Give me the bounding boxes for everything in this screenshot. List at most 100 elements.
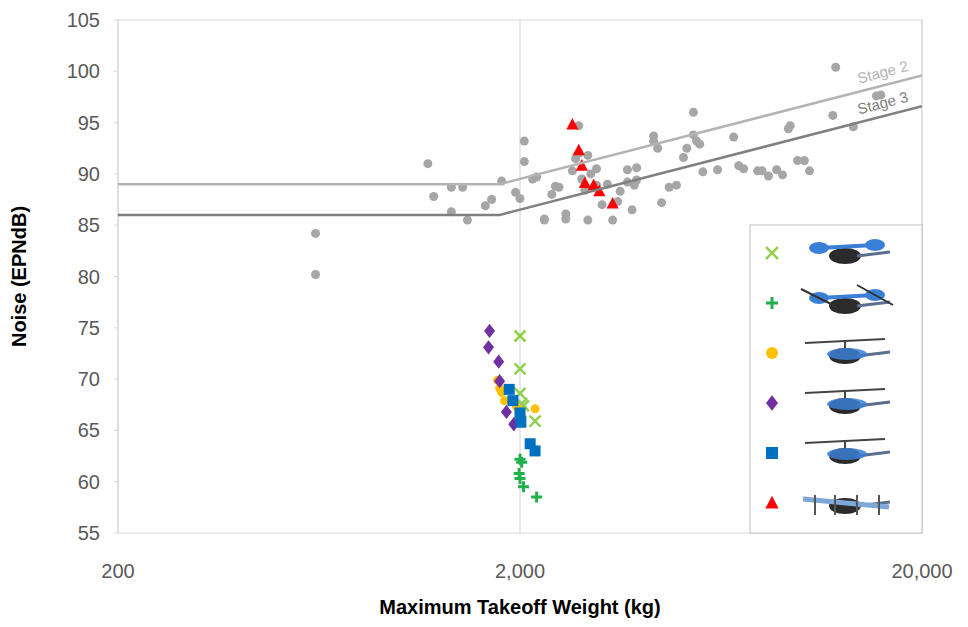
data-point bbox=[682, 144, 691, 153]
data-point bbox=[494, 374, 505, 388]
data-point bbox=[592, 164, 601, 173]
data-point bbox=[672, 181, 681, 190]
data-point bbox=[805, 166, 814, 175]
data-point bbox=[566, 118, 578, 130]
data-point bbox=[632, 163, 641, 172]
x-axis-title: Maximum Takeoff Weight (kg) bbox=[379, 596, 661, 618]
tick-label: 2,000 bbox=[495, 560, 545, 582]
legend-icon bbox=[805, 389, 890, 414]
data-point bbox=[583, 151, 592, 160]
tick-label: 20,000 bbox=[891, 560, 952, 582]
data-point bbox=[628, 205, 637, 214]
data-point bbox=[531, 404, 540, 413]
tick-label: 85 bbox=[78, 214, 100, 236]
tick-label: 60 bbox=[78, 471, 100, 493]
data-point bbox=[487, 195, 496, 204]
data-point bbox=[568, 166, 577, 175]
data-point bbox=[657, 198, 666, 207]
data-point bbox=[828, 111, 837, 120]
data-point bbox=[483, 340, 494, 354]
data-point bbox=[530, 416, 541, 427]
data-point bbox=[530, 445, 541, 456]
tick-mark bbox=[114, 379, 118, 380]
data-point bbox=[649, 131, 658, 140]
data-point bbox=[516, 457, 527, 468]
data-point bbox=[679, 153, 688, 162]
data-point bbox=[515, 331, 526, 342]
data-point bbox=[786, 121, 795, 130]
data-point bbox=[695, 140, 704, 149]
tick-mark bbox=[114, 173, 118, 174]
tick-mark bbox=[114, 225, 118, 226]
tick-mark bbox=[114, 122, 118, 123]
stage-line bbox=[118, 75, 922, 184]
tick-label: 70 bbox=[78, 368, 100, 390]
tick-mark bbox=[114, 276, 118, 277]
data-point bbox=[764, 171, 773, 180]
line-label: Stage 2 bbox=[855, 57, 909, 86]
legend-marker bbox=[766, 447, 778, 459]
data-point bbox=[504, 384, 515, 395]
tick-label: 55 bbox=[78, 522, 100, 544]
data-point bbox=[598, 200, 607, 209]
data-point bbox=[463, 216, 472, 225]
data-point bbox=[729, 132, 738, 141]
legend-box bbox=[750, 225, 922, 533]
data-point bbox=[713, 165, 722, 174]
legend bbox=[750, 225, 922, 533]
tick-label: 200 bbox=[101, 560, 134, 582]
data-point bbox=[493, 355, 504, 369]
data-point bbox=[607, 197, 619, 209]
line-label: Stage 3 bbox=[855, 88, 909, 117]
tick-mark bbox=[114, 327, 118, 328]
tick-label: 65 bbox=[78, 419, 100, 441]
tick-mark bbox=[114, 430, 118, 431]
data-point bbox=[540, 216, 549, 225]
tick-mark bbox=[114, 481, 118, 482]
data-point bbox=[515, 417, 526, 428]
data-point bbox=[554, 183, 563, 192]
stage-line bbox=[118, 106, 922, 215]
tick-mark bbox=[114, 71, 118, 72]
y-axis-title: Noise (EPNdB) bbox=[8, 206, 30, 347]
tick-label: 80 bbox=[78, 266, 100, 288]
data-point bbox=[484, 324, 495, 338]
legend-marker bbox=[766, 297, 778, 309]
data-point bbox=[429, 192, 438, 201]
tick-mark bbox=[114, 20, 118, 21]
data-point bbox=[547, 190, 556, 199]
data-point bbox=[520, 137, 529, 146]
data-point bbox=[516, 194, 525, 203]
data-point bbox=[608, 216, 617, 225]
data-point bbox=[311, 229, 320, 238]
legend-icon bbox=[809, 239, 890, 264]
legend-marker bbox=[766, 395, 778, 411]
chart: 2002,00020,000556065707580859095100105Ma… bbox=[0, 0, 968, 627]
tick-label: 75 bbox=[78, 317, 100, 339]
data-point bbox=[501, 405, 512, 419]
data-point bbox=[616, 187, 625, 196]
data-point bbox=[507, 395, 518, 406]
data-point bbox=[423, 159, 432, 168]
data-point bbox=[583, 216, 592, 225]
data-point bbox=[689, 108, 698, 117]
legend-icon bbox=[803, 495, 890, 515]
data-point bbox=[698, 167, 707, 176]
data-point bbox=[623, 165, 632, 174]
tick-label: 95 bbox=[78, 112, 100, 134]
tick-mark bbox=[114, 533, 118, 534]
data-point bbox=[573, 144, 585, 156]
legend-marker bbox=[766, 347, 778, 359]
data-point bbox=[311, 270, 320, 279]
data-point bbox=[561, 209, 570, 218]
data-point bbox=[579, 177, 591, 189]
plot-frame bbox=[118, 20, 922, 533]
legend-icon bbox=[801, 285, 893, 314]
data-point bbox=[515, 363, 526, 374]
data-point bbox=[778, 170, 787, 179]
data-point bbox=[739, 164, 748, 173]
data-point bbox=[531, 492, 542, 503]
data-point bbox=[518, 481, 529, 492]
tick-label: 90 bbox=[78, 163, 100, 185]
tick-label: 100 bbox=[67, 60, 100, 82]
